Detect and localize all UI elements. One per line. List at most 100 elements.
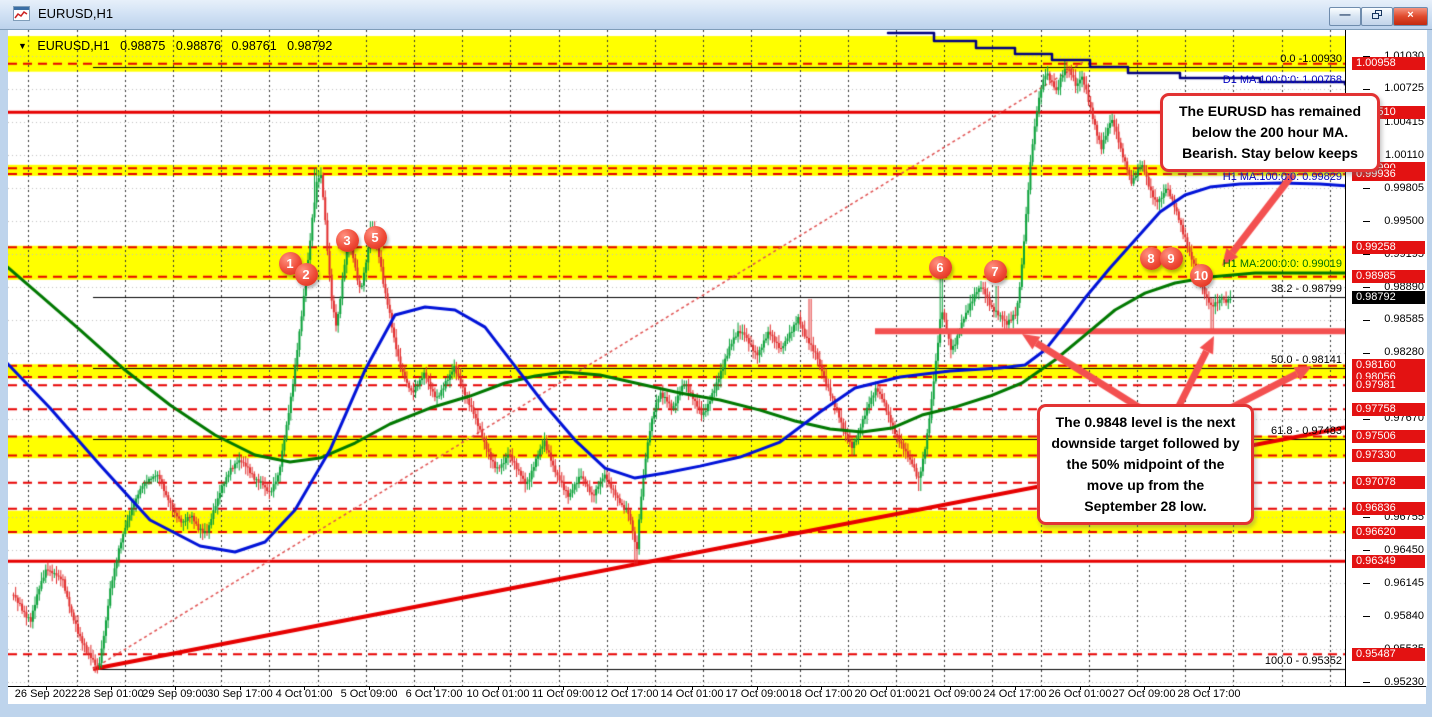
time-tick-label: 12 Oct 17:00 xyxy=(595,688,659,700)
quote-low: 0.98761 xyxy=(231,39,277,53)
price-tick-label: 1.00415 xyxy=(1384,116,1424,128)
time-tick-mark xyxy=(886,687,887,690)
quote-pointer-icon: ▼ xyxy=(18,41,27,51)
time-tick-mark xyxy=(1080,687,1081,690)
price-tick-label: 0.95230 xyxy=(1384,676,1424,688)
time-tick-label: 29 Sep 09:00 xyxy=(142,688,208,700)
marker-5: 5 xyxy=(363,225,387,249)
price-tick-mark xyxy=(1363,419,1370,420)
ma-label-h1_200: H1 MA:200:0:0: 0.99019 xyxy=(1222,258,1342,270)
close-button[interactable]: × xyxy=(1393,7,1428,26)
price-tick-mark xyxy=(1363,221,1370,222)
quote-close: 0.98792 xyxy=(287,39,333,53)
price-tick-mark xyxy=(1363,517,1370,518)
time-tick-label: 4 Oct 01:00 xyxy=(275,688,333,700)
time-tick-label: 14 Oct 01:00 xyxy=(660,688,724,700)
price-level-label: 0.97330 xyxy=(1352,449,1425,462)
price-tick-label: 0.96145 xyxy=(1384,577,1424,589)
price-level-label: 0.97078 xyxy=(1352,476,1425,489)
time-tick-label: 28 Oct 17:00 xyxy=(1177,688,1241,700)
ma-label-d1_100: D1 MA:100:0:0: 1.00768 xyxy=(1222,74,1342,86)
time-tick-mark xyxy=(692,687,693,690)
time-tick-mark xyxy=(950,687,951,690)
price-level-label: 0.98160 xyxy=(1352,359,1425,372)
time-tick-label: 26 Oct 01:00 xyxy=(1048,688,1112,700)
time-tick-label: 17 Oct 09:00 xyxy=(725,688,789,700)
price-level-label: 0.97758 xyxy=(1352,403,1425,416)
marker-9: 9 xyxy=(1159,246,1183,270)
price-tick-mark xyxy=(1363,56,1370,57)
window-titlebar[interactable]: EURUSD,H1 — × xyxy=(0,0,1432,30)
time-tick-mark xyxy=(240,687,241,690)
time-axis[interactable]: 26 Sep 2022 28 Sep 01:00 29 Sep 09:00 30 Se… xyxy=(8,686,1426,704)
time-tick-label: 28 Sep 01:00 xyxy=(78,688,144,700)
time-tick-mark xyxy=(821,687,822,690)
price-tick-mark xyxy=(1363,550,1370,551)
time-tick-label: 11 Oct 09:00 xyxy=(531,688,595,700)
price-tick-mark xyxy=(1363,188,1370,189)
price-level-label: 0.96620 xyxy=(1352,526,1425,539)
restore-icon xyxy=(1372,10,1382,19)
time-tick-mark xyxy=(627,687,628,690)
time-tick-label: 20 Oct 01:00 xyxy=(854,688,918,700)
price-tick-label: 0.98585 xyxy=(1384,313,1424,325)
price-level-label: 0.97506 xyxy=(1352,430,1425,443)
time-tick-label: 27 Oct 09:00 xyxy=(1112,688,1176,700)
time-tick-mark xyxy=(563,687,564,690)
time-tick-label: 5 Oct 09:00 xyxy=(340,688,398,700)
time-tick-label: 18 Oct 17:00 xyxy=(789,688,853,700)
chart-plot-area[interactable] xyxy=(8,30,1345,686)
time-tick-label: 10 Oct 01:00 xyxy=(466,688,530,700)
price-tick-mark xyxy=(1363,287,1370,288)
price-level-label: 0.97981 xyxy=(1352,379,1425,392)
price-tick-mark xyxy=(1363,89,1370,90)
fib-level-label: 38.2 - 0.98799 xyxy=(1271,283,1342,295)
marker-10: 10 xyxy=(1189,263,1213,287)
minimize-button[interactable]: — xyxy=(1329,7,1361,26)
price-tick-label: 0.95840 xyxy=(1384,610,1424,622)
marker-2: 2 xyxy=(294,262,318,286)
time-tick-mark xyxy=(111,687,112,690)
marker-3: 3 xyxy=(335,228,359,252)
fib-level-label: 0.0 -1.00930 xyxy=(1280,53,1342,65)
window-title: EURUSD,H1 xyxy=(38,6,114,21)
fib-level-label: 61.8 - 0.97483 xyxy=(1271,425,1342,437)
price-tick-label: 0.99805 xyxy=(1384,182,1424,194)
price-tick-label: 0.98890 xyxy=(1384,281,1424,293)
time-tick-label: 21 Oct 09:00 xyxy=(918,688,982,700)
quote-readout: ▼ EURUSD,H1 0.98875 0.98876 0.98761 0.98… xyxy=(18,39,332,53)
price-level-label: 0.96836 xyxy=(1352,502,1425,515)
price-tick-mark xyxy=(1363,583,1370,584)
fib-level-label: 100.0 - 0.95352 xyxy=(1264,655,1342,667)
time-tick-label: 6 Oct 17:00 xyxy=(405,688,463,700)
time-tick-mark xyxy=(757,687,758,690)
time-tick-mark xyxy=(304,687,305,690)
callout-note-top: The EURUSD has remained below the 200 ho… xyxy=(1160,93,1380,172)
price-tick-label: 1.00110 xyxy=(1385,149,1424,161)
time-tick-mark xyxy=(1015,687,1016,690)
current-price-label: 0.98792 xyxy=(1352,291,1425,304)
price-tick-mark xyxy=(1363,254,1370,255)
time-tick-label: 24 Oct 17:00 xyxy=(983,688,1047,700)
time-tick-mark xyxy=(1209,687,1210,690)
time-tick-label: 30 Sep 17:00 xyxy=(207,688,273,700)
quote-high: 0.98876 xyxy=(175,39,221,53)
window-bottom-frame xyxy=(0,704,1432,717)
restore-button[interactable] xyxy=(1361,7,1393,26)
time-tick-mark xyxy=(1144,687,1145,690)
time-tick-mark xyxy=(369,687,370,690)
price-tick-label: 0.98280 xyxy=(1384,346,1424,358)
price-level-label: 0.98985 xyxy=(1352,270,1425,283)
chart-icon xyxy=(13,6,30,22)
price-level-label: 0.99258 xyxy=(1352,241,1425,254)
price-level-label: 1.00958 xyxy=(1352,57,1425,70)
time-tick-mark xyxy=(498,687,499,690)
marker-7: 7 xyxy=(983,259,1007,283)
price-tick-mark xyxy=(1363,320,1370,321)
time-tick-label: 26 Sep 2022 xyxy=(14,688,78,700)
marker-8: 8 xyxy=(1139,246,1163,270)
price-tick-label: 0.96450 xyxy=(1384,544,1424,556)
price-level-label: 0.95487 xyxy=(1352,648,1425,661)
fib-level-label: 50.0 - 0.98141 xyxy=(1271,354,1342,366)
